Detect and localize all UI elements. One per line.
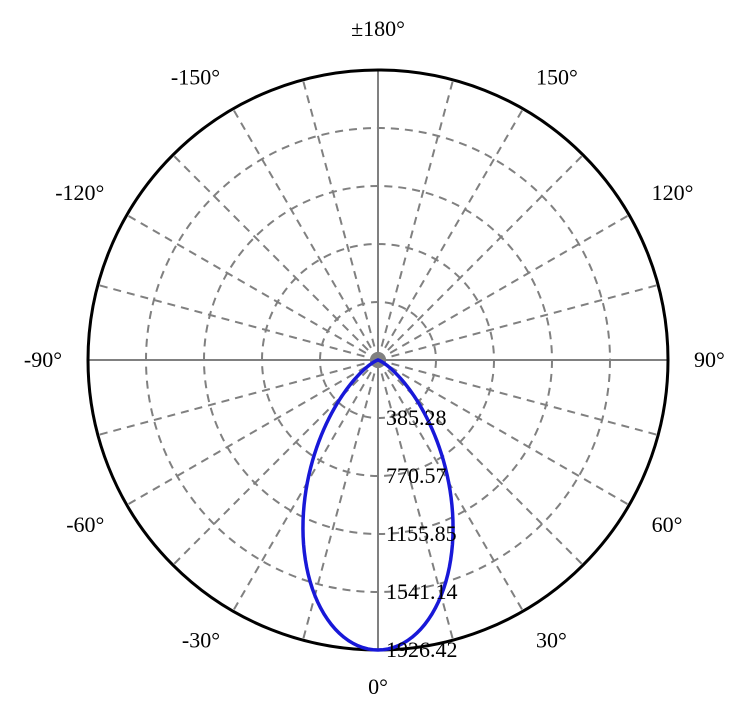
- angle-label: -90°: [24, 347, 62, 372]
- angle-label: -120°: [55, 180, 104, 205]
- angle-label: -30°: [182, 628, 220, 653]
- radial-tick-label: 1155.85: [386, 521, 457, 546]
- angle-label: 120°: [652, 180, 694, 205]
- grid-spoke: [378, 80, 453, 360]
- angle-label: 150°: [536, 64, 578, 89]
- radial-tick-label: 1926.42: [386, 637, 458, 662]
- grid-spoke: [98, 285, 378, 360]
- grid-spoke: [98, 360, 378, 435]
- angle-label: -60°: [66, 512, 104, 537]
- radial-tick-label: 385.28: [386, 405, 447, 430]
- grid-spoke: [303, 80, 378, 360]
- radial-tick-label: 1541.14: [386, 579, 458, 604]
- angle-label: 30°: [536, 628, 567, 653]
- grid-spoke: [127, 360, 378, 505]
- radial-tick-label: 770.57: [386, 463, 447, 488]
- polar-svg: 0° 30° 60° 90° 120° 150° ±180° -150° -120° -90° -6…: [0, 0, 751, 725]
- grid-spoke: [378, 155, 583, 360]
- angle-label: 0°: [368, 674, 388, 699]
- grid-spoke: [378, 285, 658, 360]
- angle-label: ±180°: [351, 16, 405, 41]
- grid-spoke: [233, 109, 378, 360]
- angle-label: -150°: [171, 64, 220, 89]
- angle-label: 60°: [652, 512, 683, 537]
- grid-spoke: [173, 155, 378, 360]
- angle-label: 90°: [694, 347, 725, 372]
- grid-spoke: [127, 215, 378, 360]
- grid-spoke: [378, 109, 523, 360]
- polar-chart: 0° 30° 60° 90° 120° 150° ±180° -150° -120° -90° -6…: [0, 0, 751, 725]
- grid-spoke: [378, 215, 629, 360]
